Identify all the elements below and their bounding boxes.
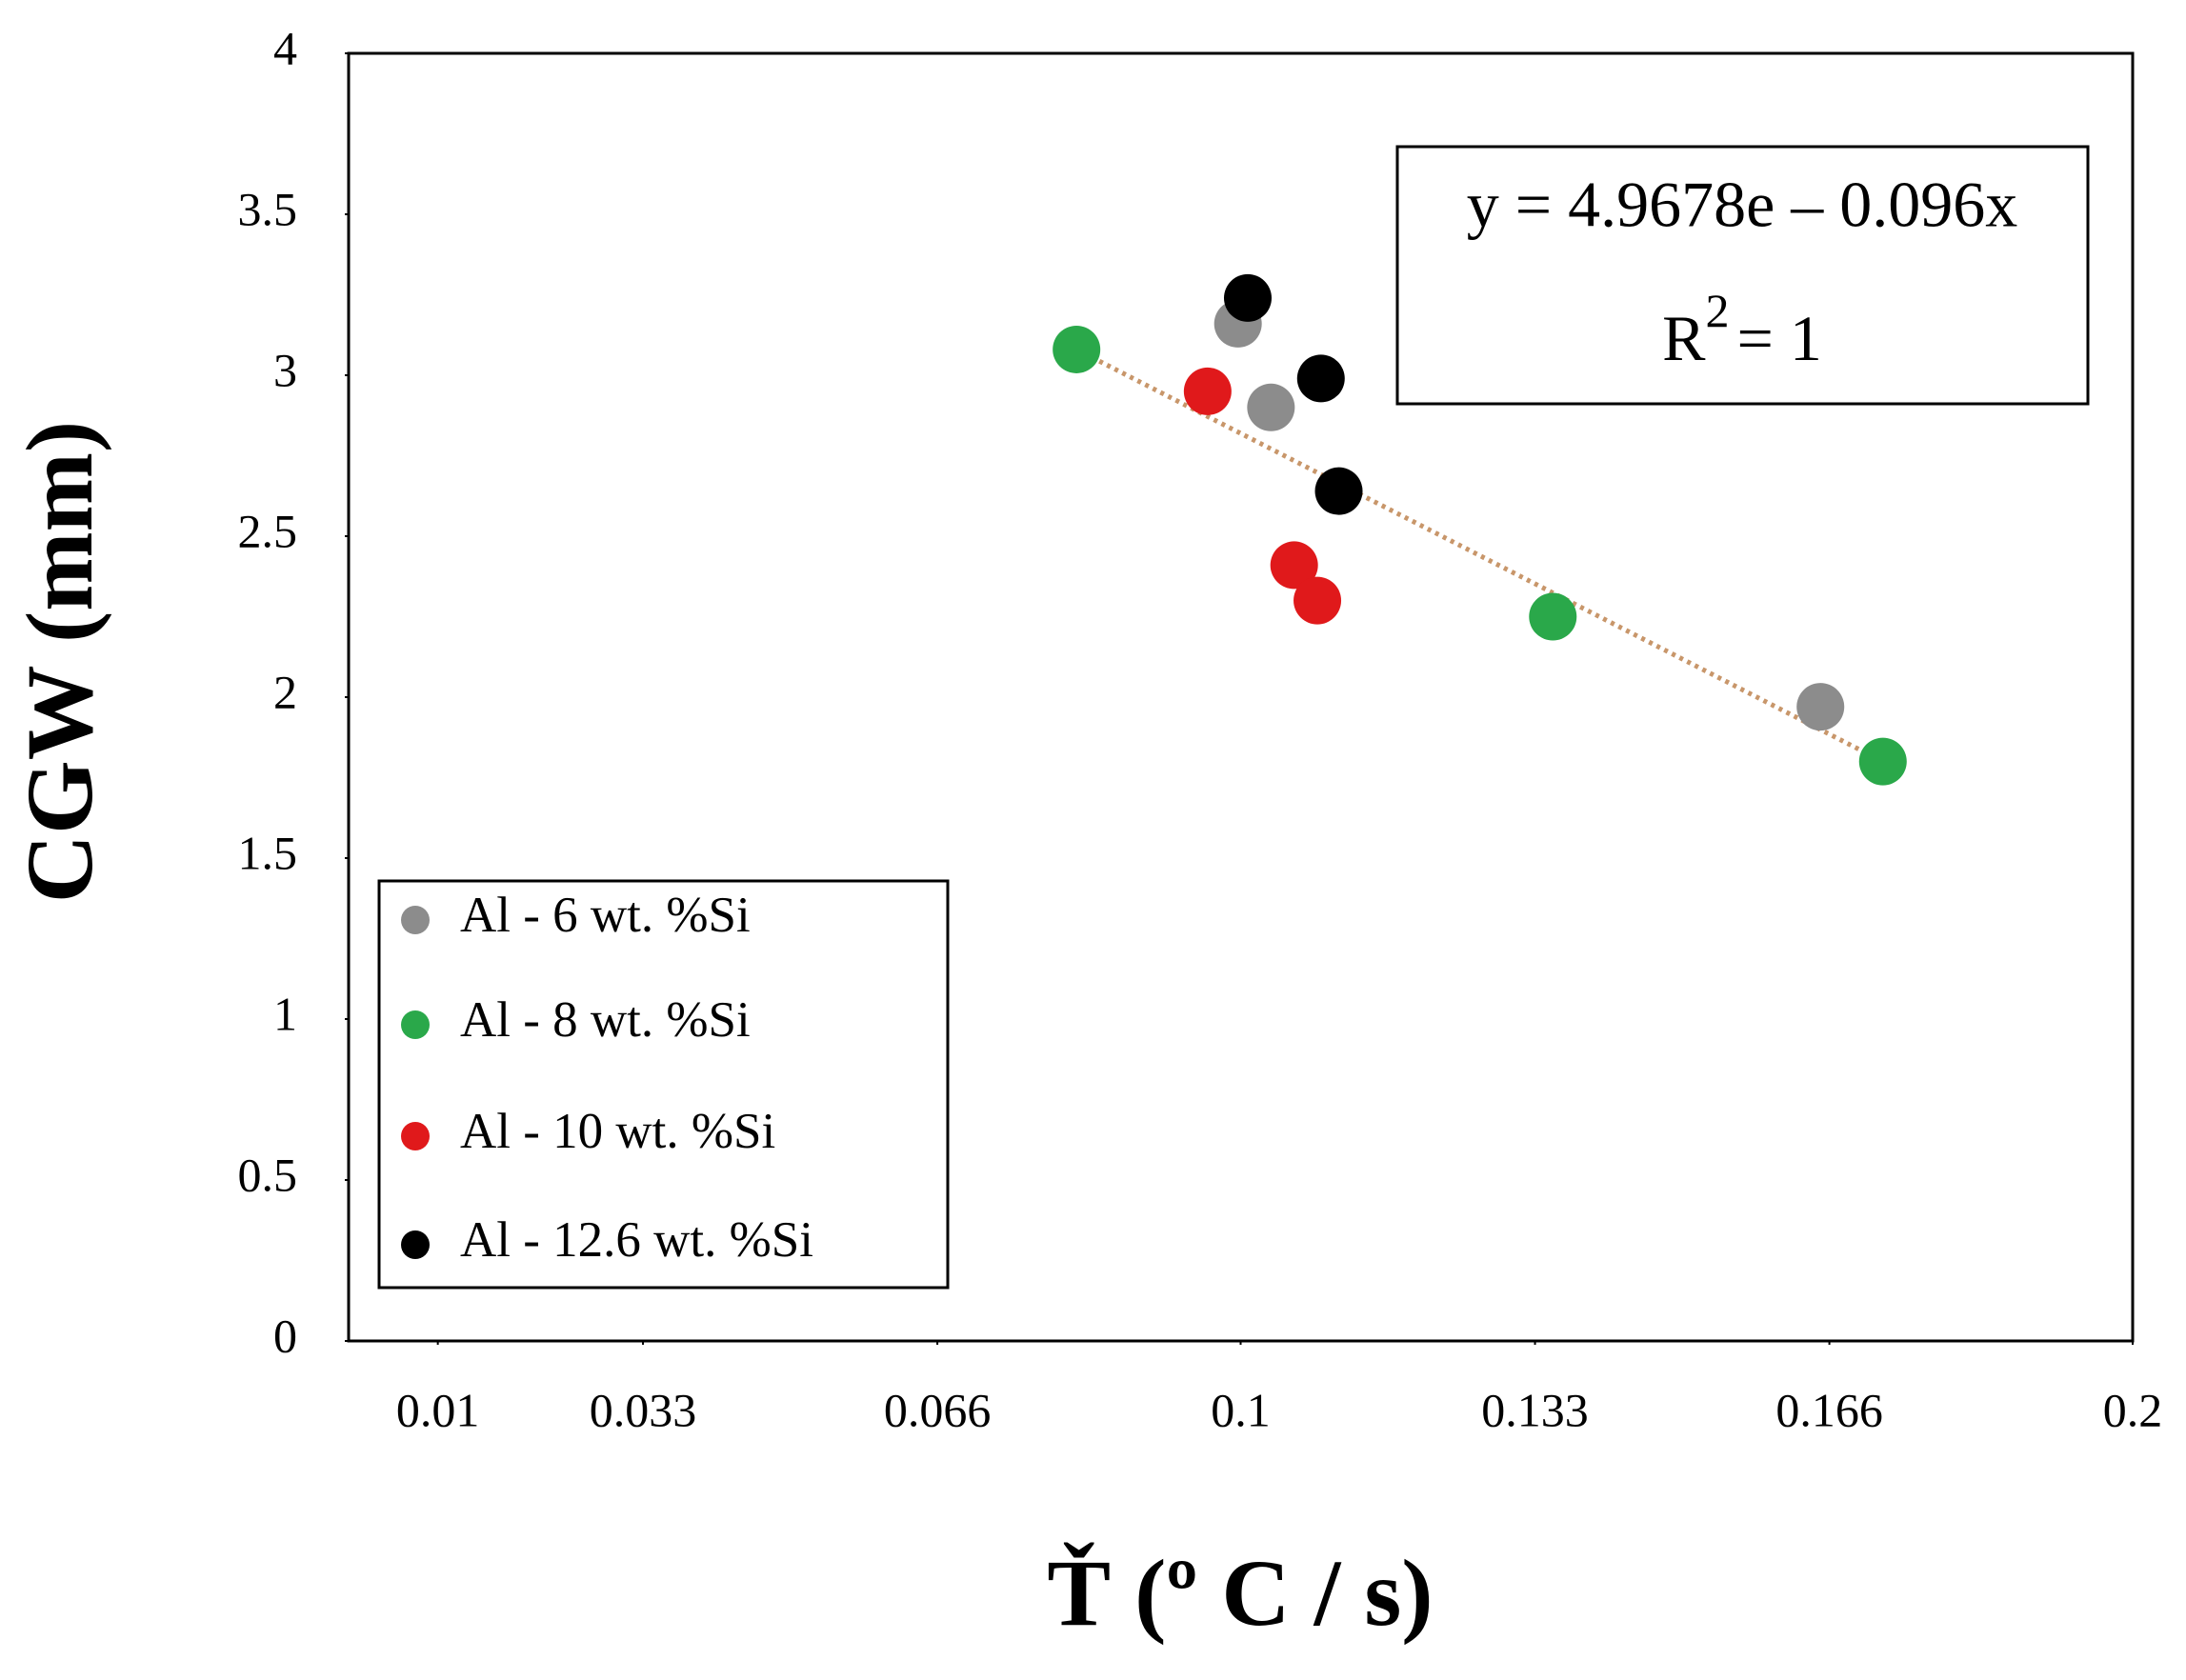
r-base: R <box>1662 302 1706 374</box>
point <box>1270 541 1318 590</box>
point <box>1314 467 1363 515</box>
point <box>1858 737 1907 786</box>
y-tick-label: 2 <box>273 665 297 718</box>
x-tick-label: 0.166 <box>1775 1383 1883 1436</box>
x-tick-label: 0.033 <box>590 1383 697 1436</box>
r-sup: 2 <box>1706 284 1730 337</box>
legend-box <box>377 879 950 1290</box>
legend-marker <box>401 1122 430 1150</box>
legend-label: Al - 6 wt. %Si <box>460 888 751 943</box>
y-tick-label: 1.5 <box>238 826 298 879</box>
y-tick-label: 2.5 <box>238 504 298 557</box>
point <box>1294 576 1342 625</box>
x-tick-label: 0.133 <box>1481 1383 1589 1436</box>
x-tick-label: 0.2 <box>2103 1383 2163 1436</box>
y-tick-label: 4 <box>273 21 297 74</box>
legend-marker <box>401 1010 430 1039</box>
legend-label: Al - 8 wt. %Si <box>460 992 751 1048</box>
point <box>1053 325 1101 373</box>
point <box>1247 383 1295 431</box>
point <box>1296 354 1345 403</box>
x-tick-label: 0.01 <box>396 1383 480 1436</box>
point <box>1529 592 1577 641</box>
y-axis-title: CGW (mm) <box>7 421 112 903</box>
y-tick-label: 1 <box>273 987 297 1040</box>
x-tick-label: 0.1 <box>1211 1383 1271 1436</box>
y-tick-label: 3.5 <box>238 182 298 235</box>
point <box>1223 273 1272 322</box>
legend-marker <box>401 1230 430 1259</box>
equation: y = 4.9678e – 0.096x <box>1467 169 2018 241</box>
r-squared: R2 = 1 <box>1662 284 1822 373</box>
y-tick-label: 0.5 <box>238 1148 298 1201</box>
point <box>1183 367 1232 415</box>
x-tick-label: 0.066 <box>884 1383 992 1436</box>
y-tick-label: 3 <box>273 343 297 396</box>
legend-label: Al - 12.6 wt. %Si <box>460 1212 813 1268</box>
y-tick-label: 0 <box>273 1309 297 1362</box>
trendline <box>1075 347 1884 764</box>
trendline-group <box>1075 347 1884 764</box>
legend-label: Al - 10 wt. %Si <box>460 1104 775 1159</box>
r-rest: = 1 <box>1737 302 1822 374</box>
annotation-box <box>1395 145 2090 406</box>
x-axis-title: Ť (º C / s) <box>1047 1540 1433 1646</box>
legend-marker <box>401 906 430 934</box>
point <box>1796 683 1845 731</box>
